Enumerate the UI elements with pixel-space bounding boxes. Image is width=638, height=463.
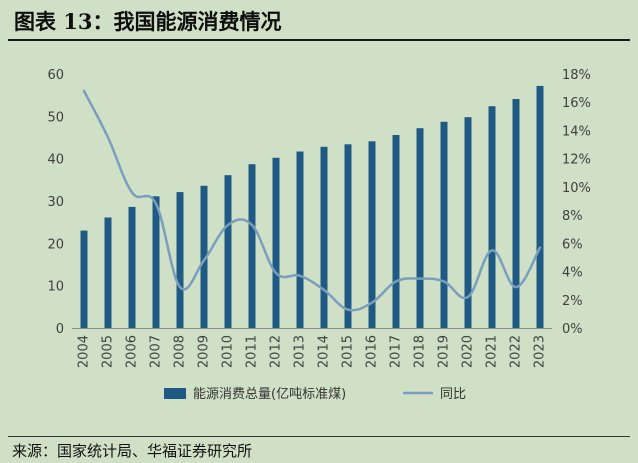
axes-group: 0 10 20 30 40 50 60 0% 2% 4% 6% 8% 10% 12% 14% 16% 18% 20… — [47, 68, 590, 368]
bar-2006 — [128, 206, 136, 328]
y-left-tick: 20 — [47, 237, 64, 252]
y-right-tick: 8% — [562, 209, 583, 224]
bar-2022 — [512, 99, 520, 328]
x-tick-2018: 2018 — [413, 335, 428, 368]
bar-2014 — [320, 146, 328, 328]
legend-line-label: 同比 — [440, 387, 466, 402]
bar-2013 — [296, 151, 304, 328]
line-group — [82, 89, 542, 312]
y-right-tick: 14% — [562, 124, 591, 139]
x-tick-2013: 2013 — [293, 335, 308, 368]
bar-2004 — [80, 230, 88, 328]
x-tick-2016: 2016 — [365, 335, 380, 368]
x-tick-2019: 2019 — [437, 335, 452, 368]
x-tick-2010: 2010 — [221, 335, 236, 368]
x-tick-2004: 2004 — [77, 335, 92, 368]
x-tick-2005: 2005 — [101, 335, 116, 368]
y-right-tick: 16% — [562, 96, 591, 111]
x-tick-2009: 2009 — [197, 335, 212, 368]
bar-2020 — [464, 117, 472, 328]
y-left-tick: 30 — [47, 195, 64, 210]
x-tick-2014: 2014 — [317, 335, 332, 368]
source-note: 来源：国家统计局、华福证券研究所 — [12, 442, 253, 460]
bar-2017 — [392, 135, 400, 328]
bar-2016 — [368, 141, 376, 328]
x-tick-2008: 2008 — [173, 335, 188, 368]
x-tick-2011: 2011 — [245, 335, 260, 368]
y-right-tick: 18% — [562, 68, 591, 83]
x-tick-2015: 2015 — [341, 335, 356, 368]
y-left-tick: 0 — [56, 322, 64, 337]
bars-group — [80, 85, 544, 329]
y-right-tick: 12% — [562, 153, 591, 168]
bar-2021 — [488, 106, 496, 328]
bar-2010 — [224, 175, 232, 328]
x-tick-2020: 2020 — [461, 335, 476, 368]
title-underline — [8, 39, 630, 41]
y-left-tick: 10 — [47, 280, 64, 295]
bar-2019 — [440, 121, 448, 328]
y-right-tick: 2% — [562, 294, 583, 309]
y-right-tick: 4% — [562, 266, 583, 281]
x-tick-2012: 2012 — [269, 335, 284, 368]
bar-2009 — [200, 185, 208, 328]
yoy-growth-line — [82, 89, 542, 312]
bar-2018 — [416, 128, 424, 328]
source-divider — [8, 436, 630, 437]
legend: 能源消费总量(亿吨标准煤) 同比 — [164, 387, 466, 402]
legend-bar-swatch — [164, 388, 186, 399]
x-tick-2022: 2022 — [509, 335, 524, 368]
y-left-tick: 50 — [47, 110, 64, 125]
page-title: 图表 13：我国能源消费情况 — [14, 9, 282, 34]
y-right-tick: 10% — [562, 181, 591, 196]
bar-2011 — [248, 164, 256, 328]
bar-2023 — [536, 85, 544, 329]
x-tick-2021: 2021 — [485, 335, 500, 368]
x-tick-2006: 2006 — [125, 335, 140, 368]
y-right-tick: 6% — [562, 237, 583, 252]
x-tick-2017: 2017 — [389, 335, 404, 368]
bar-2012 — [272, 157, 280, 328]
bar-2007 — [152, 196, 160, 328]
bar-2008 — [176, 192, 184, 328]
legend-bar-label: 能源消费总量(亿吨标准煤) — [193, 387, 346, 402]
y-left-tick: 60 — [47, 68, 64, 83]
y-right-tick: 0% — [562, 322, 583, 337]
y-left-tick: 40 — [47, 153, 64, 168]
x-tick-2023: 2023 — [533, 335, 548, 368]
bar-2015 — [344, 144, 352, 328]
x-tick-2007: 2007 — [149, 335, 164, 368]
bar-2005 — [104, 217, 112, 328]
